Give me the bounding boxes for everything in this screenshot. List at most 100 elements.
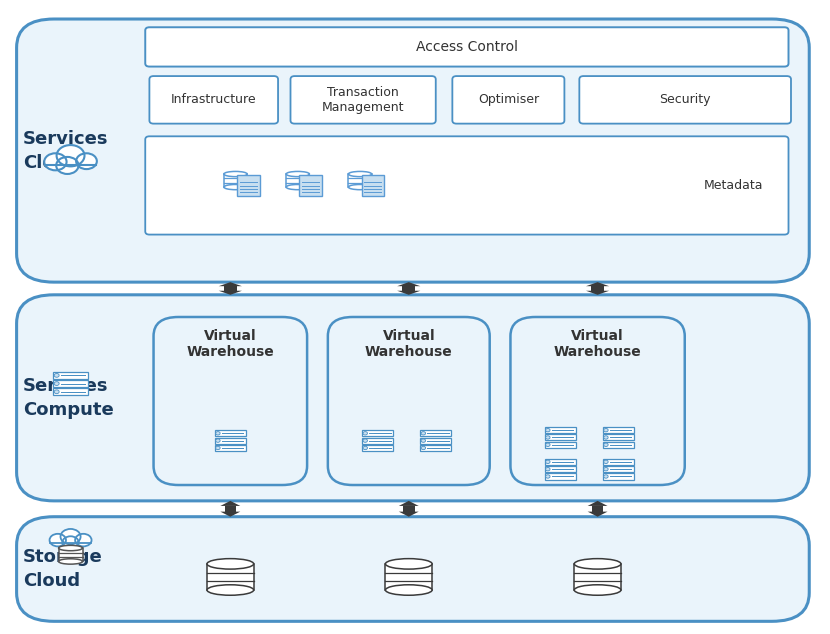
- Text: Cloud: Cloud: [23, 572, 81, 590]
- FancyBboxPatch shape: [17, 517, 809, 621]
- Polygon shape: [588, 501, 608, 506]
- Bar: [385, 564, 432, 590]
- Circle shape: [75, 534, 91, 547]
- Bar: [362, 445, 393, 451]
- Circle shape: [545, 460, 550, 463]
- Polygon shape: [219, 291, 242, 295]
- Bar: [603, 434, 634, 441]
- Bar: [53, 372, 88, 378]
- Circle shape: [56, 157, 79, 174]
- Circle shape: [603, 443, 608, 446]
- FancyBboxPatch shape: [510, 317, 685, 485]
- Circle shape: [545, 467, 550, 471]
- Bar: [215, 430, 246, 436]
- Circle shape: [603, 436, 608, 439]
- Polygon shape: [221, 512, 241, 517]
- Text: Security: Security: [659, 93, 711, 107]
- Ellipse shape: [59, 545, 82, 551]
- Bar: [224, 174, 247, 187]
- Text: Services: Services: [23, 377, 109, 395]
- Circle shape: [216, 439, 220, 443]
- Text: Access Control: Access Control: [416, 40, 518, 54]
- Bar: [574, 564, 621, 590]
- Circle shape: [216, 446, 220, 450]
- Ellipse shape: [385, 585, 432, 595]
- Circle shape: [363, 439, 368, 443]
- FancyBboxPatch shape: [579, 76, 791, 124]
- Polygon shape: [399, 512, 418, 517]
- Circle shape: [62, 536, 79, 549]
- Text: Virtual
Warehouse: Virtual Warehouse: [554, 328, 642, 359]
- Ellipse shape: [224, 171, 247, 177]
- Ellipse shape: [286, 171, 310, 177]
- Text: Virtual
Warehouse: Virtual Warehouse: [365, 328, 452, 359]
- Polygon shape: [221, 501, 241, 506]
- Bar: [603, 474, 634, 479]
- Bar: [591, 286, 604, 291]
- Text: Compute: Compute: [23, 401, 114, 419]
- Polygon shape: [219, 282, 242, 286]
- Circle shape: [545, 436, 550, 439]
- Ellipse shape: [224, 184, 247, 190]
- Bar: [215, 437, 246, 444]
- Text: Infrastructure: Infrastructure: [171, 93, 256, 107]
- Circle shape: [54, 373, 59, 377]
- Ellipse shape: [286, 184, 310, 190]
- Circle shape: [603, 475, 608, 478]
- Polygon shape: [586, 291, 609, 295]
- Bar: [349, 174, 372, 187]
- Text: Optimiser: Optimiser: [478, 93, 539, 107]
- Bar: [362, 430, 393, 436]
- Bar: [286, 174, 310, 187]
- Bar: [420, 445, 452, 451]
- Bar: [544, 427, 576, 433]
- Text: Storage: Storage: [23, 548, 103, 566]
- Bar: [544, 434, 576, 441]
- Circle shape: [545, 475, 550, 478]
- Polygon shape: [397, 291, 420, 295]
- Circle shape: [421, 432, 426, 435]
- Circle shape: [50, 534, 66, 547]
- Ellipse shape: [349, 171, 372, 177]
- Bar: [603, 442, 634, 448]
- Text: Transaction
Management: Transaction Management: [322, 86, 404, 114]
- Circle shape: [216, 432, 220, 435]
- Bar: [59, 548, 82, 562]
- Polygon shape: [588, 512, 608, 517]
- Bar: [544, 459, 576, 465]
- FancyBboxPatch shape: [17, 295, 809, 501]
- Bar: [544, 442, 576, 448]
- Circle shape: [76, 153, 97, 169]
- Circle shape: [545, 443, 550, 446]
- Text: Cloud: Cloud: [23, 153, 81, 172]
- FancyBboxPatch shape: [145, 136, 788, 235]
- Ellipse shape: [207, 559, 254, 569]
- Bar: [207, 564, 254, 590]
- Bar: [603, 459, 634, 465]
- Ellipse shape: [574, 559, 621, 569]
- Ellipse shape: [574, 585, 621, 595]
- Text: Metadata: Metadata: [704, 179, 764, 192]
- Text: Virtual
Warehouse: Virtual Warehouse: [187, 328, 274, 359]
- Circle shape: [363, 432, 368, 435]
- Circle shape: [421, 446, 426, 450]
- FancyBboxPatch shape: [328, 317, 490, 485]
- FancyBboxPatch shape: [145, 27, 788, 67]
- Polygon shape: [397, 282, 420, 286]
- Circle shape: [603, 429, 608, 432]
- Circle shape: [61, 529, 81, 544]
- Polygon shape: [586, 282, 609, 286]
- Circle shape: [421, 439, 426, 443]
- FancyBboxPatch shape: [452, 76, 564, 124]
- Bar: [362, 437, 393, 444]
- Bar: [215, 445, 246, 451]
- Bar: [53, 389, 88, 395]
- Bar: [224, 286, 237, 291]
- Bar: [592, 506, 603, 512]
- Ellipse shape: [59, 559, 82, 564]
- Bar: [53, 380, 88, 387]
- Circle shape: [545, 429, 550, 432]
- FancyBboxPatch shape: [149, 76, 278, 124]
- Bar: [224, 506, 237, 512]
- Polygon shape: [399, 501, 418, 506]
